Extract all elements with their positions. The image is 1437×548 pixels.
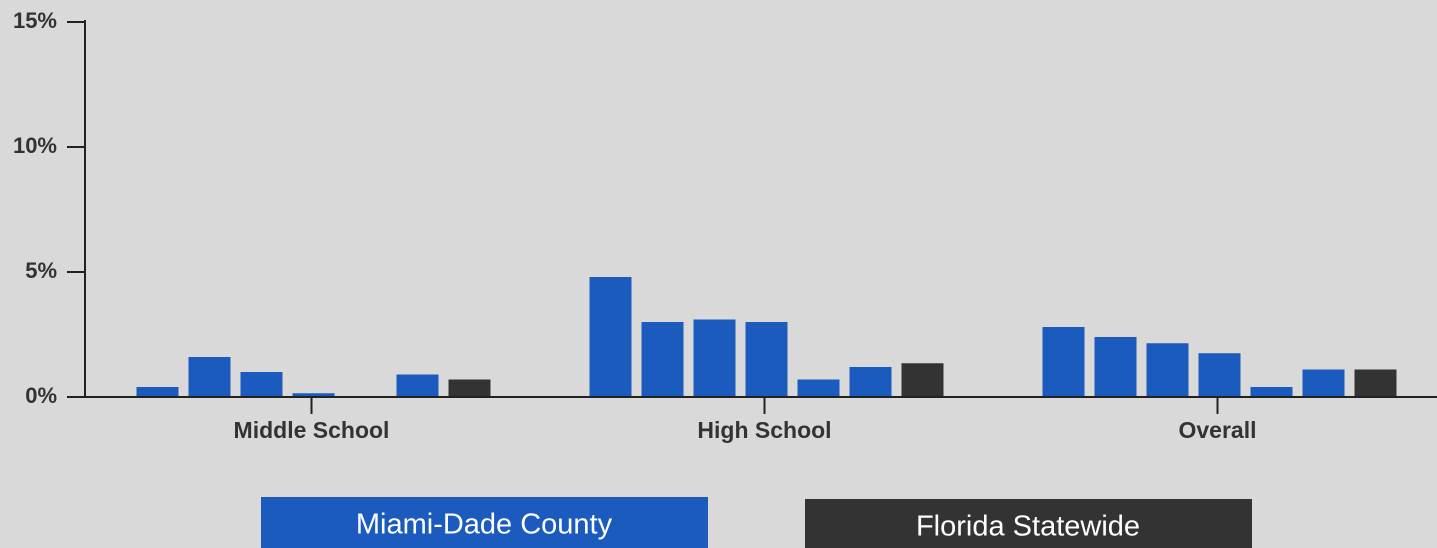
bar — [693, 319, 736, 397]
bar — [849, 367, 892, 397]
bar — [1094, 337, 1137, 397]
legend-swatch — [261, 497, 708, 548]
bar — [1042, 327, 1085, 397]
x-tick-label: High School — [697, 417, 831, 443]
bar — [1146, 343, 1189, 397]
legend-label: Miami-Dade County — [356, 509, 613, 541]
y-tick-label: 15% — [13, 8, 57, 33]
y-tick-label: 5% — [25, 258, 57, 283]
x-tick-label: Middle School — [234, 417, 390, 443]
y-tick-label: 10% — [13, 133, 57, 158]
bar — [188, 357, 231, 397]
bar — [797, 379, 840, 397]
y-tick-label: 0% — [25, 383, 57, 408]
bar — [240, 372, 283, 397]
bar — [448, 379, 491, 397]
bar — [292, 393, 335, 397]
bar — [1250, 387, 1293, 397]
x-tick-label: Overall — [1179, 417, 1257, 443]
bar — [1198, 353, 1241, 397]
bar — [1354, 369, 1397, 397]
bar — [745, 322, 788, 397]
bar — [641, 322, 684, 397]
legend-label: Florida Statewide — [916, 511, 1140, 543]
bar — [136, 387, 179, 397]
bar — [1302, 369, 1345, 397]
bar — [901, 363, 944, 397]
bar — [396, 374, 439, 397]
legend-swatch — [805, 499, 1252, 548]
bar — [589, 277, 632, 397]
